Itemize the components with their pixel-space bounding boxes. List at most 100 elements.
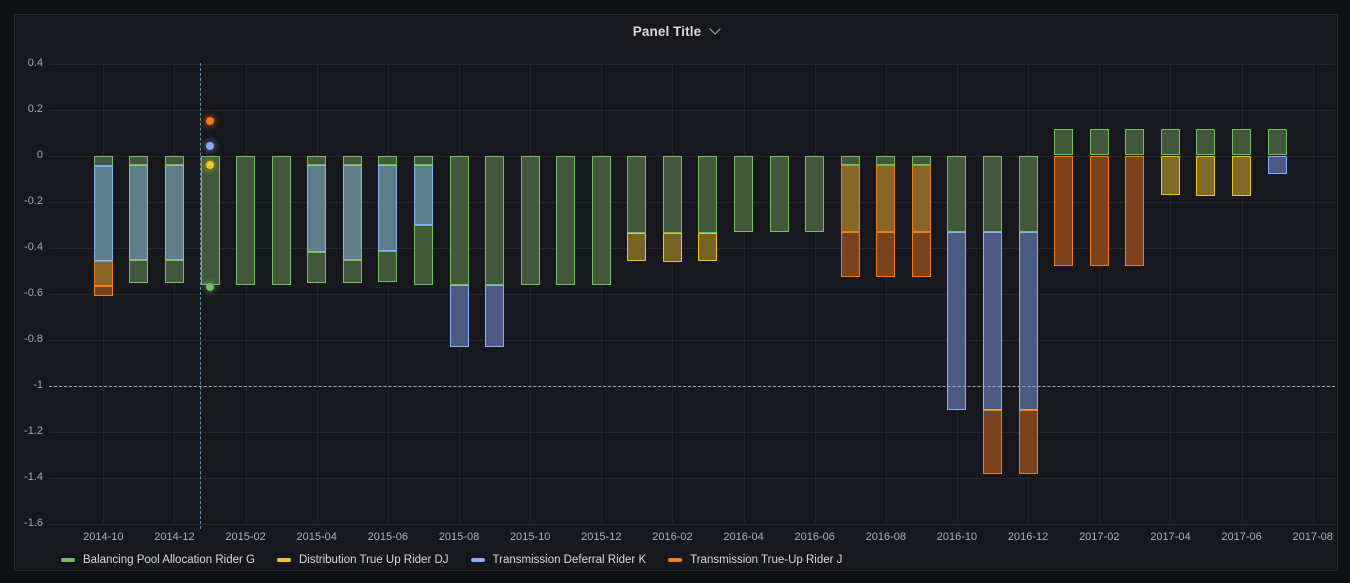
x-axis-tick-label: 2017-08: [1292, 531, 1333, 543]
gridline-vertical: [743, 63, 745, 523]
panel-title: Panel Title: [632, 23, 702, 39]
legend-label-G: Balancing Pool Allocation Rider G: [83, 554, 255, 566]
y-axis-tick-label: -0.8: [24, 333, 43, 345]
bar-2016-08-segment-J: [876, 231, 896, 277]
x-axis-tick-label: 2017-02: [1079, 531, 1120, 543]
bar-2015-01-segment-G: [200, 155, 220, 285]
y-axis-tick-label: -0.2: [24, 195, 43, 207]
x-axis-tick-label: 2016-12: [1007, 531, 1049, 543]
point-marker-DJ: [206, 160, 214, 169]
bar-2017-06-segment-G: [1232, 129, 1252, 156]
bar-2016-04-segment-G: [734, 155, 754, 233]
y-axis-tick-label: -1.4: [24, 471, 43, 483]
gridline-horizontal: [49, 155, 1335, 157]
bar-2015-07-segment-G: [413, 224, 433, 285]
legend-label-K: Transmission Deferral Rider K: [492, 554, 647, 566]
panel-header-menu[interactable]: Panel Title: [15, 15, 1337, 47]
bar-2016-03-segment-G: [698, 155, 718, 233]
x-axis-tick-label: 2016-02: [652, 531, 693, 543]
bar-2016-11-segment-K: [983, 232, 1003, 411]
y-axis-tick-label: 0.4: [27, 57, 43, 69]
bar-2016-07-segment-JoG: [840, 165, 860, 232]
bar-2017-01-segment-G: [1054, 129, 1074, 156]
legend-swatch-J: [668, 558, 683, 562]
bar-2015-04-segment-G: [307, 155, 327, 166]
bar-2016-01-segment-DJoG: [627, 232, 647, 261]
point-marker-J: [206, 117, 214, 125]
bar-2016-08-segment-JoG: [876, 165, 896, 232]
bar-2015-11-segment-G: [556, 155, 576, 286]
x-axis-tick-label: 2017-04: [1150, 531, 1191, 543]
bar-2017-04-segment-DJ: [1160, 155, 1180, 196]
bar-2015-06-segment-G: [378, 251, 398, 282]
chart-plot-area: 0.4 0.2 0 -0.2 -0.4 -0.6 -0.8 -1 -1.2 -1.4 -1.6 201…: [15, 15, 1337, 570]
bar-2015-09-segment-G: [485, 155, 505, 286]
x-axis-tick-label: 2015-04: [296, 531, 337, 543]
gridline-horizontal: [49, 201, 1335, 203]
y-axis-tick-label: 0: [36, 149, 43, 161]
bar-2015-03-segment-G: [271, 155, 291, 285]
legend-label-DJ: Distribution True Up Rider DJ: [298, 554, 449, 566]
gridline-vertical: [1170, 63, 1172, 523]
bar-2016-12-segment-G: [1018, 155, 1038, 233]
bar-2015-08-segment-K: [449, 285, 469, 347]
legend-swatch-G: [61, 558, 75, 562]
x-axis-tick-label: 2017-06: [1221, 531, 1262, 543]
legend-item-G[interactable]: Balancing Pool Allocation Rider G: [61, 554, 255, 566]
bar-2014-12-segment-G: [164, 260, 184, 283]
y-axis-tick-label: 0.2: [27, 103, 43, 115]
bar-2016-10-segment-K: [947, 232, 967, 411]
threshold-dashed-line: [49, 385, 1335, 387]
bar-2017-05-segment-DJ: [1196, 155, 1216, 196]
legend-swatch-K: [470, 558, 485, 562]
legend-label-J: Transmission True-Up Rider J: [690, 554, 843, 566]
x-axis-tick-label: 2015-02: [225, 531, 266, 543]
bar-2016-07-segment-G: [840, 155, 860, 166]
bar-2016-12-segment-K: [1018, 232, 1038, 411]
bar-2014-10-segment-G: [93, 155, 113, 166]
point-marker-K: [206, 142, 214, 151]
point-marker-G: [206, 282, 214, 291]
bar-2015-04-segment-KoG: [307, 165, 327, 253]
bar-2015-10-segment-G: [520, 155, 540, 286]
bar-2015-05-segment-G: [342, 260, 362, 283]
bar-2015-08-segment-G: [449, 155, 469, 286]
gridline-vertical: [174, 63, 176, 523]
gridline-horizontal: [49, 63, 1335, 65]
bar-2015-05-segment-G: [342, 155, 362, 166]
gridline-vertical: [245, 63, 247, 523]
legend-item-DJ[interactable]: Distribution True Up Rider DJ: [276, 554, 449, 566]
bar-2014-11-segment-KoG: [129, 165, 149, 261]
x-axis-tick-label: 2015-12: [581, 531, 622, 543]
gridline-vertical: [316, 63, 318, 523]
y-axis-tick-label: -0.6: [24, 287, 43, 299]
bar-2014-11-segment-G: [129, 260, 149, 283]
bar-2015-06-segment-KoG: [378, 165, 398, 252]
gridline-horizontal: [49, 523, 1335, 525]
bar-2016-08-segment-G: [876, 155, 896, 166]
bar-2016-09-segment-G: [911, 155, 931, 166]
bar-2016-03-segment-DJoG: [698, 232, 718, 261]
x-axis-tick-label: 2016-06: [794, 531, 835, 543]
bar-2017-02-segment-G: [1089, 129, 1109, 156]
bar-2016-01-segment-G: [627, 155, 647, 233]
bar-2017-04-segment-G: [1160, 129, 1180, 156]
legend-item-J[interactable]: Transmission True-Up Rider J: [668, 554, 842, 566]
bar-2017-07-segment-G: [1267, 129, 1287, 156]
gridline-vertical: [601, 63, 603, 523]
bar-2016-09-segment-JoG: [911, 165, 931, 232]
bar-2016-10-segment-G: [947, 155, 967, 233]
bar-2015-09-segment-K: [485, 285, 505, 347]
legend-swatch-DJ: [276, 558, 291, 562]
y-axis-tick-label: -1.6: [24, 517, 43, 529]
bar-2017-02-segment-J: [1089, 155, 1109, 267]
bar-2015-02-segment-G: [236, 155, 256, 285]
x-axis-tick-label: 2014-12: [154, 531, 195, 543]
x-axis-tick-label: 2016-04: [723, 531, 764, 543]
gridline-horizontal: [49, 247, 1335, 249]
gridline-horizontal: [49, 477, 1335, 479]
legend-item-K[interactable]: Transmission Deferral Rider K: [470, 554, 647, 566]
gridline-vertical: [814, 63, 816, 523]
bar-2015-12-segment-G: [591, 155, 611, 286]
bar-2016-12-segment-J: [1018, 410, 1038, 475]
